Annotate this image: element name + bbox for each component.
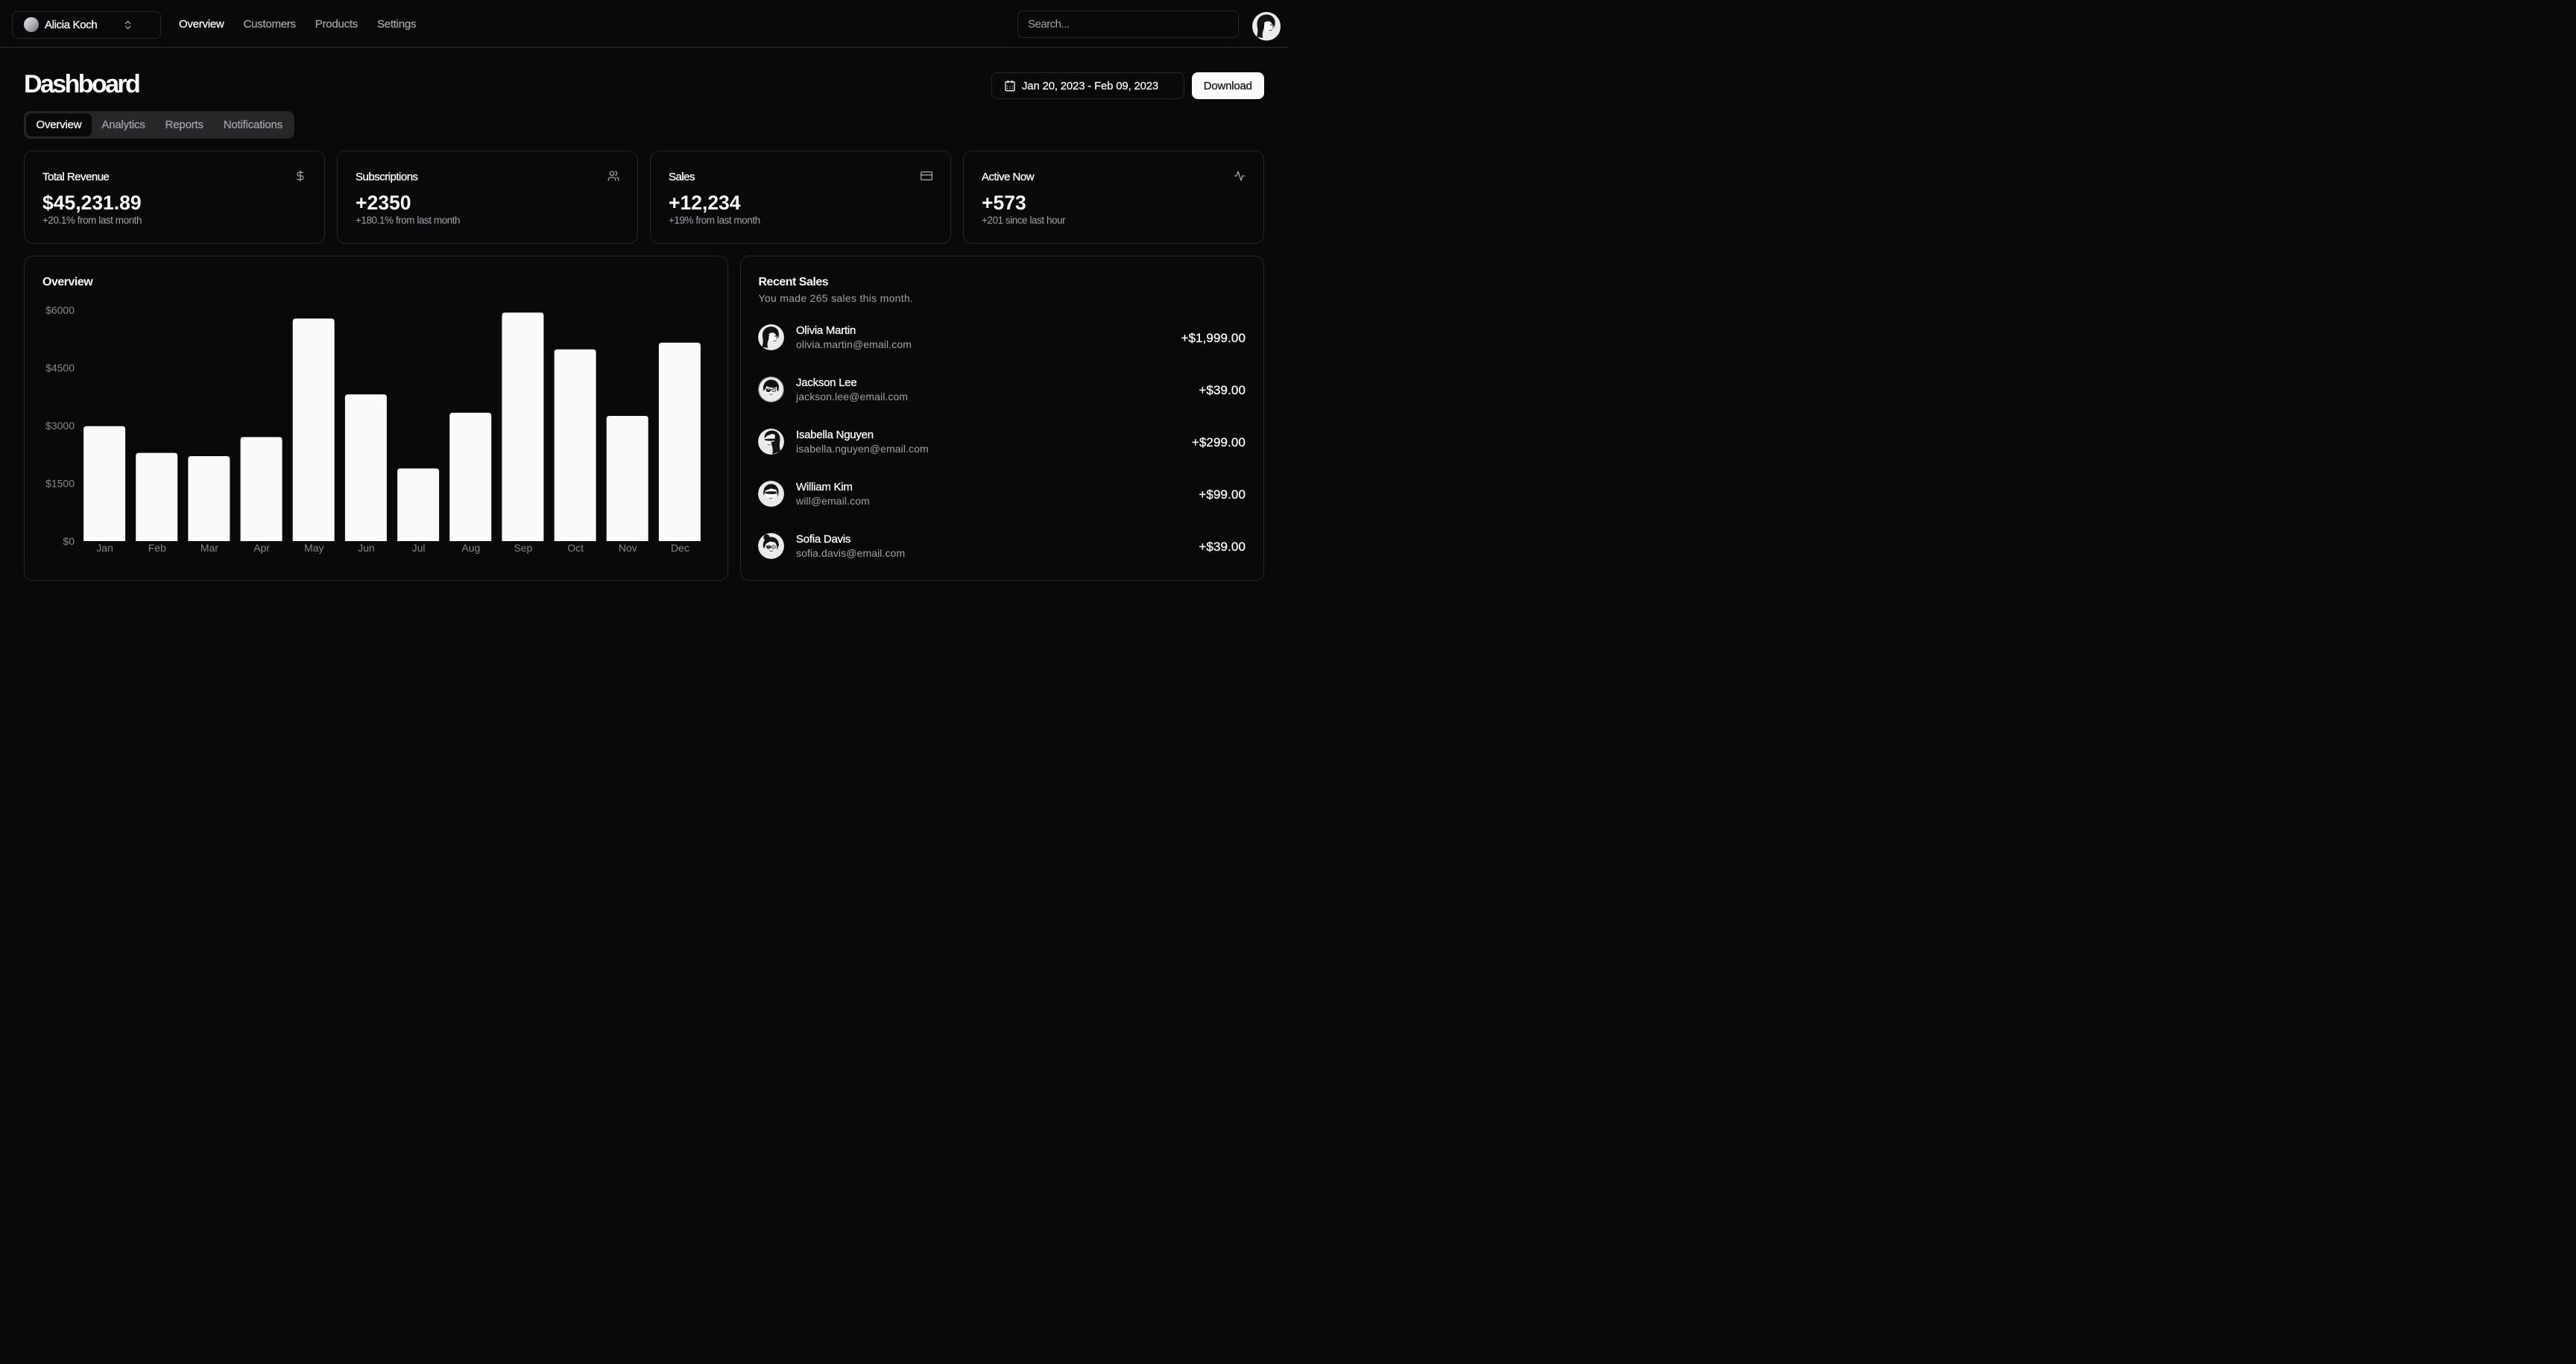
svg-text:$3000: $3000 (45, 419, 75, 431)
svg-text:$6000: $6000 (45, 303, 75, 315)
svg-text:Feb: Feb (148, 542, 166, 554)
svg-text:Jul: Jul (412, 542, 426, 554)
svg-text:$4500: $4500 (45, 361, 75, 373)
svg-text:Sep: Sep (514, 542, 532, 554)
svg-text:Nov: Nov (619, 542, 637, 554)
svg-text:$0: $0 (63, 534, 75, 546)
svg-text:Dec: Dec (671, 542, 689, 554)
svg-text:Oct: Oct (567, 542, 584, 554)
svg-text:Jan: Jan (96, 542, 113, 554)
svg-text:Mar: Mar (201, 542, 218, 554)
svg-text:Jun: Jun (358, 542, 375, 554)
svg-text:Apr: Apr (253, 542, 270, 554)
svg-text:Aug: Aug (461, 542, 480, 554)
svg-text:$1500: $1500 (45, 477, 75, 489)
svg-text:May: May (304, 542, 323, 554)
